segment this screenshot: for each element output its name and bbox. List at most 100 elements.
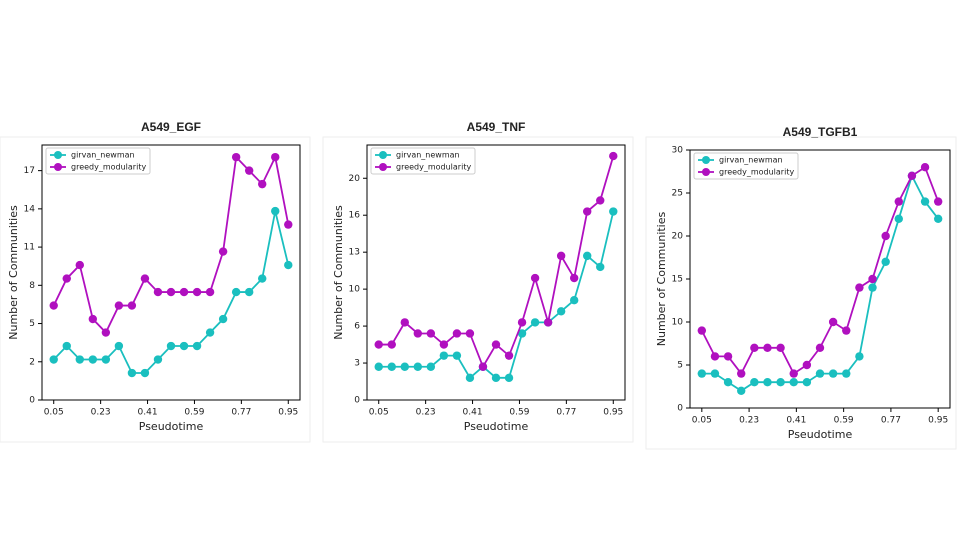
x-tick-label: 0.59 <box>509 408 529 418</box>
data-point <box>920 163 930 172</box>
data-point <box>231 287 241 297</box>
data-point <box>556 307 566 316</box>
series-line <box>701 165 940 376</box>
x-tick-label: 0.95 <box>278 408 298 418</box>
data-point <box>517 318 527 327</box>
y-tick-label: 20 <box>349 174 361 184</box>
data-point <box>244 287 254 297</box>
data-point <box>62 274 71 283</box>
x-tick-label: 0.95 <box>928 416 948 426</box>
data-point <box>75 260 84 270</box>
data-point <box>140 274 150 283</box>
legend-marker <box>379 163 387 171</box>
y-axis-label: Number of Communities <box>655 211 668 346</box>
data-point <box>140 368 150 378</box>
data-point <box>517 329 527 338</box>
data-point <box>205 328 215 337</box>
y-tick-label: 6 <box>354 322 360 332</box>
data-point <box>127 301 137 310</box>
legend-box <box>370 147 476 175</box>
data-point <box>737 369 746 378</box>
y-tick-label: 17 <box>24 166 35 176</box>
data-point <box>166 287 176 297</box>
data-point <box>609 151 618 161</box>
data-point <box>465 373 475 383</box>
data-point <box>920 197 930 206</box>
legend-label: girvan_newman <box>719 156 783 165</box>
y-tick-label: 8 <box>29 281 35 291</box>
data-point <box>763 378 772 387</box>
plot-frame <box>689 149 951 409</box>
data-point <box>609 207 618 216</box>
data-point <box>802 378 812 387</box>
y-tick-label: 3 <box>354 359 360 369</box>
data-point <box>881 231 890 241</box>
data-point <box>697 369 707 378</box>
data-point <box>583 207 592 216</box>
data-point <box>400 318 409 327</box>
data-point <box>284 260 293 270</box>
data-point <box>789 378 798 387</box>
data-point <box>723 378 733 387</box>
data-point <box>504 351 514 360</box>
data-point <box>452 351 462 360</box>
data-point <box>153 287 163 297</box>
data-point <box>192 341 202 351</box>
data-point <box>88 355 98 364</box>
x-tick-label: 0.41 <box>786 416 806 426</box>
data-point <box>710 352 720 361</box>
data-point <box>543 318 553 327</box>
x-tick-label: 0.77 <box>881 416 901 426</box>
plot-frame <box>41 144 301 401</box>
data-point <box>127 368 137 378</box>
x-tick-label: 0.59 <box>184 408 204 418</box>
y-tick-label: 2 <box>29 357 35 367</box>
data-point <box>258 179 267 189</box>
data-point <box>530 273 540 283</box>
data-point <box>855 352 864 361</box>
data-point <box>530 318 540 327</box>
data-point <box>842 326 851 335</box>
data-point <box>166 341 176 351</box>
data-point <box>62 341 71 351</box>
legend-label: girvan_newman <box>396 151 460 160</box>
legend-label: greedy_modularity <box>719 168 794 177</box>
data-point <box>815 343 825 352</box>
y-tick-label: 30 <box>672 146 684 156</box>
legend-marker <box>702 168 710 176</box>
y-tick-label: 20 <box>672 232 684 242</box>
data-point <box>894 214 903 223</box>
data-point <box>439 351 449 360</box>
data-point <box>776 343 785 352</box>
data-point <box>49 355 58 364</box>
y-tick-label: 0 <box>354 396 360 406</box>
x-tick-label: 0.77 <box>231 408 251 418</box>
data-point <box>231 152 241 162</box>
data-point <box>583 251 592 261</box>
data-point <box>868 283 877 292</box>
x-tick-label: 0.05 <box>692 416 712 426</box>
data-point <box>763 343 772 352</box>
data-point <box>49 301 58 310</box>
y-tick-label: 11 <box>24 243 35 253</box>
data-point <box>842 369 851 378</box>
y-tick-label: 0 <box>29 396 35 406</box>
data-point <box>868 274 877 284</box>
panel-frame <box>322 136 634 443</box>
x-tick-label: 0.23 <box>416 408 436 418</box>
x-tick-label: 0.23 <box>739 416 759 426</box>
data-point <box>284 220 293 229</box>
data-point <box>596 262 605 272</box>
data-point <box>894 197 903 206</box>
data-point <box>828 317 838 327</box>
chart-title: A549_TGFB1 <box>783 125 858 139</box>
plot-frame <box>366 144 626 401</box>
legend-label: girvan_newman <box>71 151 135 160</box>
legend-label: greedy_modularity <box>396 163 471 172</box>
data-point <box>153 355 163 364</box>
x-tick-label: 0.41 <box>463 408 483 418</box>
data-point <box>828 369 838 378</box>
data-point <box>737 386 746 395</box>
data-point <box>439 340 449 349</box>
data-point <box>596 196 605 205</box>
